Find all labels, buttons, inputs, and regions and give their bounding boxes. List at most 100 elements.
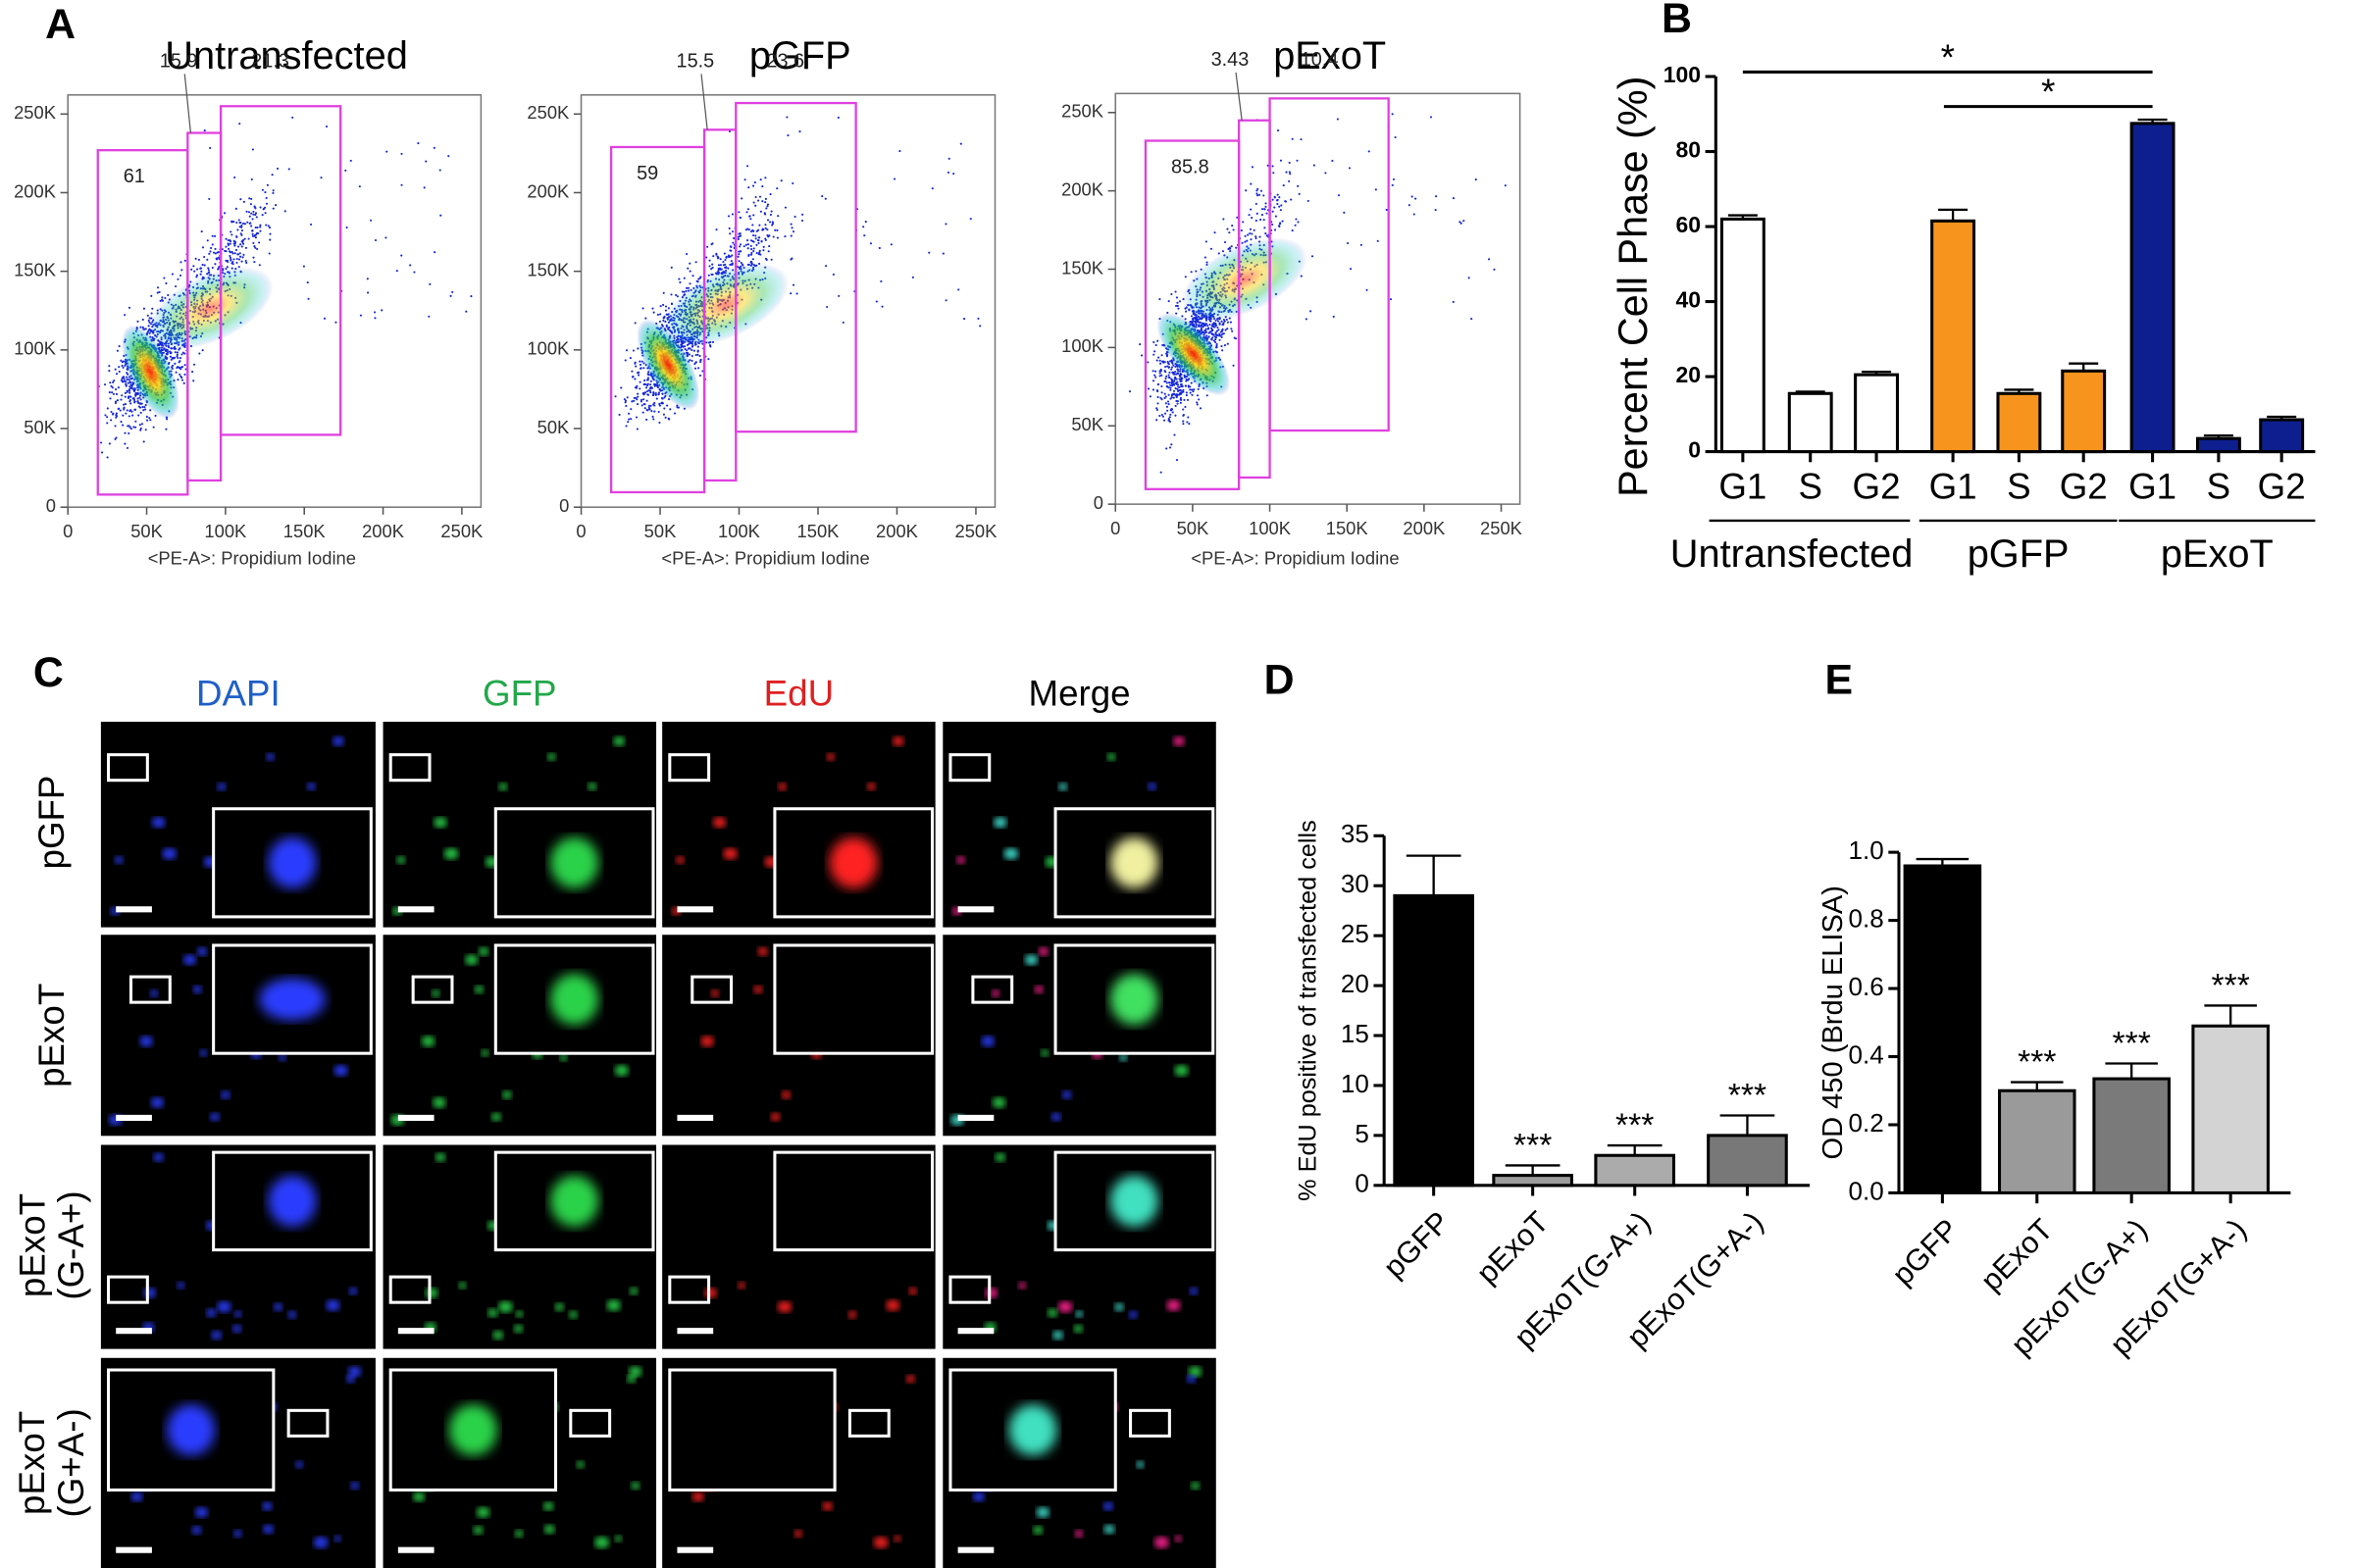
event-dot [233, 252, 236, 255]
cell [481, 1049, 489, 1057]
y-tick-label: 10 [1341, 1069, 1369, 1098]
region-box [107, 753, 149, 783]
event-dot [120, 359, 123, 362]
event-dot [241, 240, 244, 244]
event-dot [169, 350, 172, 353]
event-dot [689, 270, 691, 273]
panel-label: B [1662, 0, 1692, 42]
event-dot [766, 219, 770, 222]
inset-cell [167, 1404, 216, 1456]
row-label: (G+A-) [51, 1408, 91, 1517]
y-tick-label: 60 [1676, 212, 1702, 237]
event-dot [947, 157, 950, 160]
event-dot [241, 256, 244, 259]
bar [2092, 1077, 2171, 1194]
event-dot [762, 228, 765, 231]
event-dot [307, 297, 310, 300]
gate-label: 61 [124, 166, 145, 187]
cell [130, 1492, 143, 1502]
event-dot [754, 195, 757, 199]
cell [273, 1302, 283, 1312]
event-dot [323, 317, 327, 320]
event-dot [784, 235, 787, 238]
event-dot [658, 320, 661, 324]
gate-label: 15.5 [677, 50, 715, 72]
event-dot [1224, 329, 1227, 331]
event-dot [634, 378, 637, 380]
x-tick-label: 50K [644, 521, 677, 541]
x-tick-label: S [2207, 467, 2231, 507]
event-dot [1271, 210, 1274, 213]
event-dot [237, 258, 241, 261]
event-dot [1359, 243, 1362, 246]
event-dot [1284, 200, 1287, 203]
event-dot [1309, 310, 1312, 313]
event-dot [252, 210, 255, 214]
event-dot [124, 314, 127, 317]
event-dot [1288, 171, 1291, 174]
event-dot [121, 394, 124, 397]
event-dot [620, 386, 623, 389]
event-dot [764, 201, 767, 204]
event-dot [729, 249, 732, 252]
event-dot [114, 425, 117, 428]
event-dot [128, 380, 131, 383]
event-dot [254, 227, 257, 229]
cell [1038, 946, 1049, 956]
event-dot [1174, 414, 1177, 417]
event-dot [115, 436, 118, 439]
event-dot [241, 238, 245, 242]
event-dot [1165, 384, 1169, 387]
event-dot [1207, 331, 1210, 334]
event-dot [116, 399, 120, 402]
event-dot [211, 243, 214, 246]
event-dot [652, 391, 655, 394]
event-dot [1168, 446, 1172, 449]
cell [1166, 1299, 1181, 1312]
cell [1106, 752, 1116, 761]
event-dot [743, 178, 746, 181]
event-dot [1176, 304, 1179, 308]
event-dot [212, 251, 216, 254]
gate-label: 10.4 [1301, 49, 1339, 71]
event-dot [200, 270, 203, 273]
event-dot [661, 402, 664, 405]
event-dot [1167, 419, 1170, 422]
cell [432, 989, 440, 997]
event-dot [1207, 335, 1210, 338]
event-dot [727, 215, 731, 218]
event-dot [1155, 407, 1158, 410]
event-dot [1192, 390, 1195, 393]
event-dot [236, 253, 239, 256]
event-dot [1165, 375, 1168, 378]
event-dot [752, 240, 755, 243]
event-dot [1198, 325, 1201, 328]
event-dot [673, 412, 677, 415]
event-dot [717, 257, 720, 260]
event-dot [156, 286, 160, 289]
event-dot [712, 255, 715, 258]
event-dot [746, 247, 749, 250]
column-header: GFP [483, 674, 556, 714]
event-dot [770, 210, 773, 213]
cell [233, 1310, 242, 1318]
event-dot [246, 221, 249, 224]
event-dot [120, 421, 123, 424]
event-dot [1324, 172, 1327, 175]
event-dot [1158, 298, 1161, 301]
plot-frame [67, 94, 483, 508]
event-dot [268, 252, 271, 255]
x-tick-label: 150K [283, 521, 327, 541]
event-dot [1394, 135, 1397, 139]
event-cloud [1128, 113, 1507, 474]
event-dot [239, 232, 242, 235]
event-dot [1222, 332, 1225, 335]
bar [2259, 418, 2305, 454]
event-dot [643, 391, 646, 394]
event-dot [678, 278, 681, 280]
event-dot [106, 407, 109, 410]
event-dot [1264, 202, 1267, 205]
event-dot [136, 401, 140, 405]
event-dot [126, 446, 129, 449]
event-dot [837, 116, 840, 120]
